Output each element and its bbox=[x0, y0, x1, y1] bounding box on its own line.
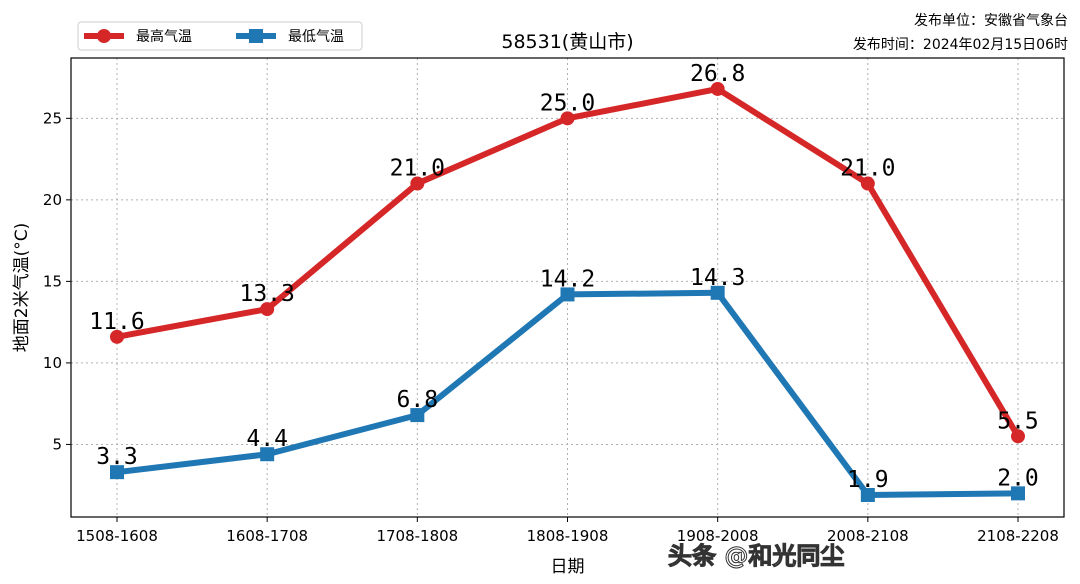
legend-marker bbox=[97, 29, 111, 43]
data-point bbox=[710, 81, 725, 96]
data-label: 13.3 bbox=[239, 281, 294, 307]
x-tick-label: 1508-1608 bbox=[76, 527, 158, 545]
x-tick-label: 1808-1908 bbox=[527, 527, 609, 545]
legend-label: 最低气温 bbox=[288, 29, 344, 45]
data-label: 21.0 bbox=[390, 156, 445, 182]
data-label: 6.8 bbox=[397, 387, 439, 413]
data-point bbox=[110, 465, 124, 480]
legend-marker bbox=[249, 29, 263, 43]
data-label: 11.6 bbox=[89, 309, 144, 335]
x-tick-label: 2008-2108 bbox=[827, 527, 909, 545]
data-label: 1.9 bbox=[847, 467, 889, 493]
data-point bbox=[410, 176, 425, 191]
data-label: 14.3 bbox=[690, 265, 745, 291]
data-point bbox=[410, 408, 425, 423]
x-tick-label: 1908-2008 bbox=[677, 527, 759, 545]
data-label: 26.8 bbox=[690, 61, 745, 87]
data-label: 21.0 bbox=[840, 156, 895, 182]
x-tick-label: 1608-1708 bbox=[226, 527, 308, 545]
plot-frame bbox=[70, 57, 1065, 518]
data-label: 5.5 bbox=[997, 408, 1039, 434]
y-tick-label: 5 bbox=[52, 435, 62, 453]
y-tick-label: 20 bbox=[43, 191, 62, 209]
data-label: 14.2 bbox=[540, 266, 595, 292]
x-tick-label: 1708-1808 bbox=[376, 527, 458, 545]
x-axis-label: 日期 bbox=[551, 557, 585, 577]
data-point bbox=[260, 302, 275, 317]
legend-label: 最高气温 bbox=[136, 28, 192, 45]
y-tick-label: 15 bbox=[43, 272, 62, 290]
data-point bbox=[710, 285, 725, 300]
legend-box bbox=[77, 21, 363, 51]
data-point bbox=[560, 111, 575, 126]
y-axis-label: 地面2米气温(°C) bbox=[12, 223, 32, 352]
data-point bbox=[260, 447, 275, 462]
chart-title: 58531(黄山市) bbox=[501, 31, 633, 53]
publish-time: 发布时间：2024年02月15日06时 bbox=[852, 37, 1068, 53]
data-label: 3.3 bbox=[96, 444, 138, 470]
data-point bbox=[1011, 486, 1025, 501]
data-label: 25.0 bbox=[540, 90, 595, 116]
publisher-unit: 发布单位：安徽省气象台 bbox=[914, 13, 1068, 29]
data-point bbox=[1011, 429, 1025, 444]
x-tick-label: 2108-2208 bbox=[977, 527, 1059, 545]
y-tick-label: 25 bbox=[43, 109, 62, 127]
data-point bbox=[860, 176, 875, 191]
watermark: 头条 @和光同尘 bbox=[667, 542, 845, 571]
y-tick-label: 10 bbox=[43, 354, 62, 372]
data-label: 2.0 bbox=[997, 465, 1039, 491]
data-point bbox=[860, 487, 875, 502]
data-label: 4.4 bbox=[246, 426, 288, 452]
data-point bbox=[560, 287, 575, 302]
data-point bbox=[110, 329, 124, 344]
